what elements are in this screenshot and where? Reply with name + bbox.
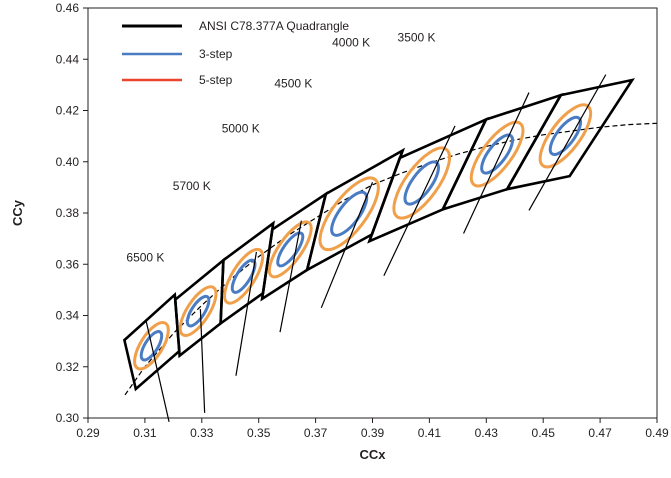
x-axis-ticks: 0.29 0.31 0.33 0.35 0.37 0.39 0.41 0.43 0.45 0.47… xyxy=(76,418,669,440)
x-tick-label: 0.39 xyxy=(361,426,385,440)
five-step-ellipse-4500-k xyxy=(267,220,313,279)
five-step-ellipse-3500-k xyxy=(392,146,451,220)
y-tick-label: 0.38 xyxy=(56,206,80,220)
x-tick-label: 0.43 xyxy=(475,426,499,440)
plot-area xyxy=(87,7,658,419)
y-tick-label: 0.30 xyxy=(56,411,80,425)
quadrangles-group xyxy=(122,78,636,392)
five-step-ellipse-4000-k xyxy=(318,176,380,252)
y-tick-label: 0.34 xyxy=(56,309,80,323)
y-tick-label: 0.42 xyxy=(56,104,80,118)
three-step-ellipse-3500-k xyxy=(403,160,440,206)
y-tick-label: 0.32 xyxy=(56,360,80,374)
cct-label-4000-k: 4000 K xyxy=(332,35,370,49)
three-step-ellipse-3000-k xyxy=(480,133,515,175)
isotherm-4500-k xyxy=(279,220,302,333)
x-tick-label: 0.45 xyxy=(532,426,556,440)
isotherm-5700-k xyxy=(199,309,206,413)
legend-label-3-step: 3-step xyxy=(199,47,233,61)
y-tick-label: 0.46 xyxy=(56,1,80,15)
cct-label-4500-k: 4500 K xyxy=(274,76,312,90)
legend-label-ansi-c78-377a-quadrangle: ANSI C78.377A Quadrangle xyxy=(199,19,349,33)
planckian-locus-line xyxy=(124,122,658,396)
isotherms-group xyxy=(145,74,607,422)
y-tick-label: 0.44 xyxy=(56,52,80,66)
cct-label-5700-k: 5700 K xyxy=(173,179,211,193)
three-step-ellipse-2700-k xyxy=(548,115,583,156)
cct-label-6500-k: 6500 K xyxy=(126,251,164,265)
five-step-ellipse-6500-k xyxy=(133,321,170,371)
x-tick-label: 0.31 xyxy=(133,426,157,440)
five-step-ellipse-5700-k xyxy=(178,285,218,337)
three-step-ellipse-4500-k xyxy=(276,231,305,268)
five-step-ellipse-3000-k xyxy=(469,120,525,188)
y-axis-title: CCy xyxy=(10,199,25,226)
legend-label-5-step: 5-step xyxy=(199,73,233,87)
cct-label-5000-k: 5000 K xyxy=(222,121,260,135)
isotherm-6500-k xyxy=(145,319,170,422)
five-step-ellipse-5000-k xyxy=(223,247,265,305)
x-tick-label: 0.29 xyxy=(76,426,100,440)
three-step-ellipse-5700-k xyxy=(185,294,211,328)
x-tick-label: 0.33 xyxy=(190,426,214,440)
planckian-locus-group xyxy=(124,122,658,396)
isotherm-3500-k xyxy=(383,125,456,277)
three-step-ellipse-6500-k xyxy=(139,330,164,362)
y-tick-label: 0.36 xyxy=(56,257,80,271)
x-axis-title: CCx xyxy=(359,447,386,462)
isotherm-2700-k xyxy=(528,74,607,211)
x-tick-label: 0.49 xyxy=(645,426,669,440)
x-tick-label: 0.41 xyxy=(418,426,442,440)
x-tick-label: 0.47 xyxy=(588,426,612,440)
quadrangle-2700-k xyxy=(504,78,636,192)
three-step-ellipse-5000-k xyxy=(230,258,257,294)
isotherm-4000-k xyxy=(320,182,374,309)
y-tick-label: 0.40 xyxy=(56,155,80,169)
isotherm-5000-k xyxy=(235,251,258,376)
legend: ANSI C78.377A Quadrangle 3-step 5-step xyxy=(122,19,349,87)
x-tick-label: 0.35 xyxy=(247,426,271,440)
x-tick-label: 0.37 xyxy=(304,426,328,440)
y-axis-ticks: 0.30 0.32 0.34 0.36 0.38 0.40 0.42 0.44 0.46 xyxy=(56,1,88,425)
isotherm-3000-k xyxy=(462,92,530,234)
cct-label-3500-k: 3500 K xyxy=(398,30,436,44)
